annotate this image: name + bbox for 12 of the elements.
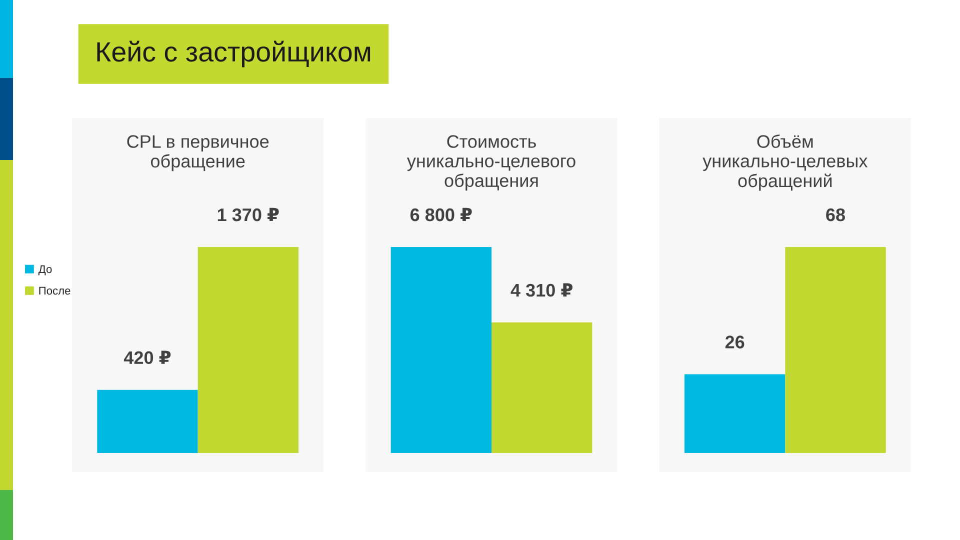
chart-title: Стоимость уникально-целевого обращения <box>406 135 576 191</box>
data-label: 68 <box>826 208 845 222</box>
data-label: 420 ₽ <box>124 350 171 364</box>
chart-title: Объём уникально-целевых обращений <box>702 134 868 191</box>
legend-label: До <box>38 265 52 276</box>
chart-title: CPL в первичное обращение <box>127 135 269 172</box>
data-label: 1 370 ₽ <box>218 208 279 222</box>
data-label: 4 310 ₽ <box>510 283 572 297</box>
data-label: 6 800 ₽ <box>410 208 472 222</box>
legend-label: После <box>39 286 70 295</box>
data-label: 26 <box>725 336 744 348</box>
text: Кейс с застройщиком <box>97 40 370 68</box>
